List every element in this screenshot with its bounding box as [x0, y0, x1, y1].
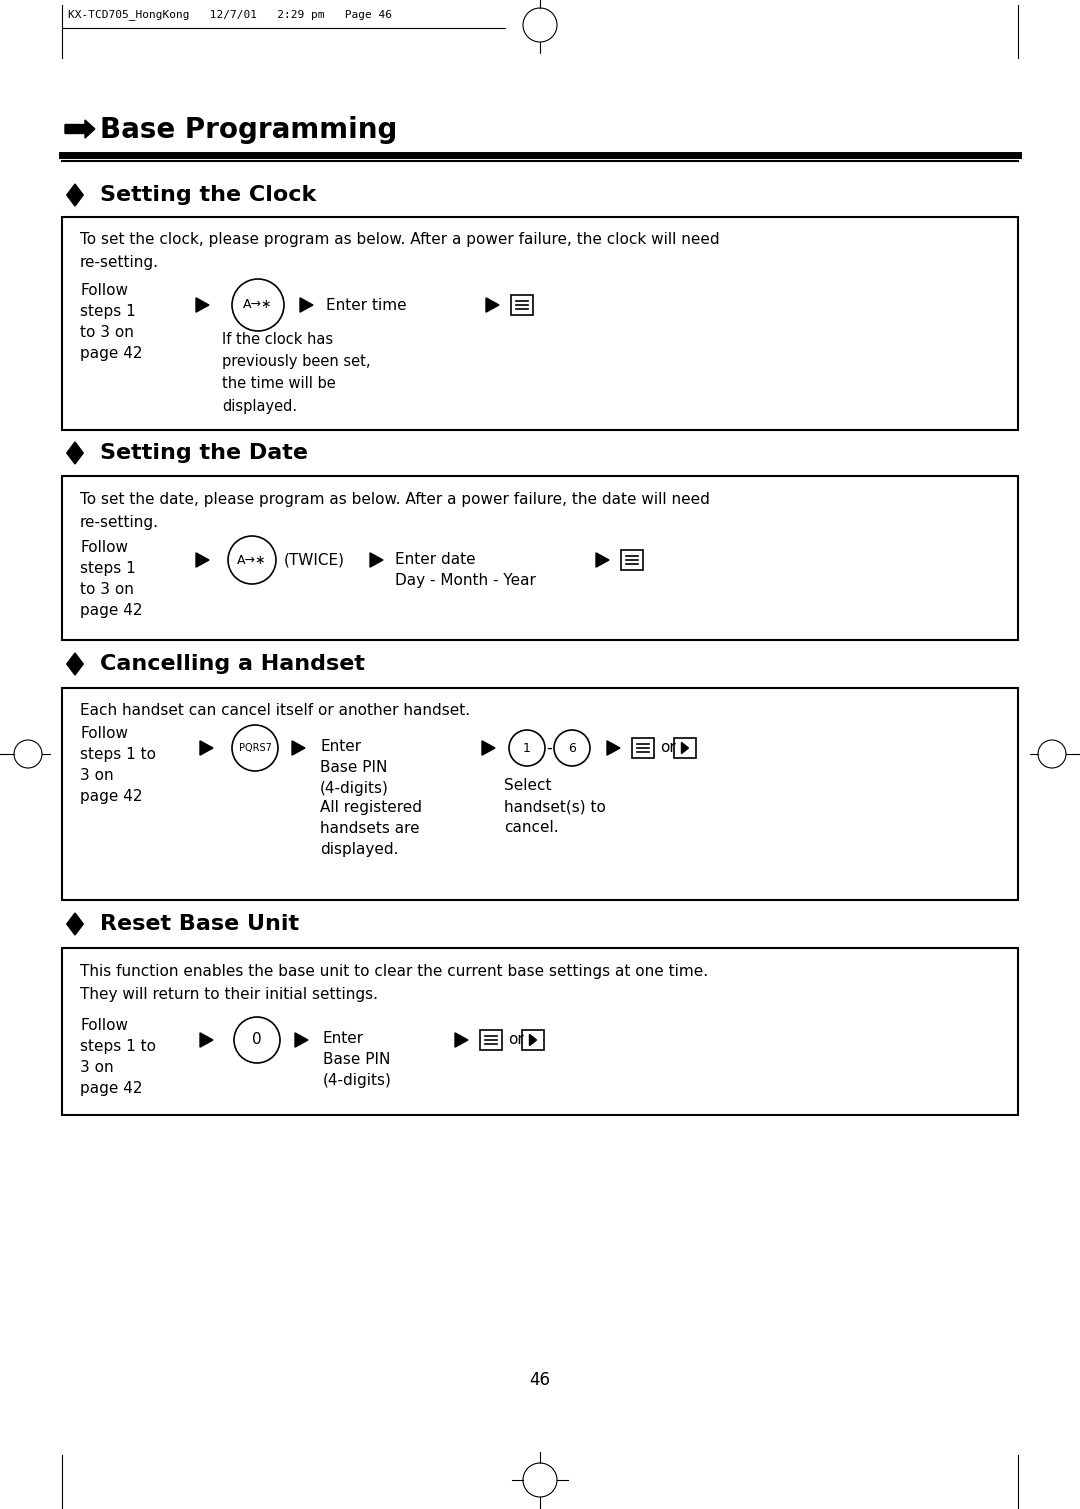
- Text: Cancelling a Handset: Cancelling a Handset: [100, 653, 365, 675]
- Polygon shape: [67, 653, 83, 675]
- Polygon shape: [200, 1032, 213, 1047]
- Text: Setting the Date: Setting the Date: [100, 444, 308, 463]
- Text: To set the clock, please program as below. After a power failure, the clock will: To set the clock, please program as belo…: [80, 232, 719, 247]
- Text: PQRS7: PQRS7: [239, 742, 271, 753]
- Polygon shape: [65, 121, 95, 137]
- Polygon shape: [67, 442, 83, 463]
- Bar: [621, 549, 643, 570]
- Text: Follow
steps 1 to
3 on
page 42: Follow steps 1 to 3 on page 42: [80, 726, 156, 804]
- Polygon shape: [295, 1032, 308, 1047]
- Text: KX-TCD705_HongKong   12/7/01   2:29 pm   Page 46: KX-TCD705_HongKong 12/7/01 2:29 pm Page …: [68, 9, 392, 20]
- Polygon shape: [67, 913, 83, 936]
- Text: Base Programming: Base Programming: [100, 116, 397, 143]
- Bar: [62, 688, 1018, 899]
- Text: Follow
steps 1
to 3 on
page 42: Follow steps 1 to 3 on page 42: [80, 284, 143, 361]
- Text: Reset Base Unit: Reset Base Unit: [100, 914, 299, 934]
- Polygon shape: [681, 742, 689, 753]
- Polygon shape: [67, 184, 83, 207]
- Bar: [511, 294, 534, 315]
- Text: This function enables the base unit to clear the current base settings at one ti: This function enables the base unit to c…: [80, 964, 708, 979]
- Text: re-setting.: re-setting.: [80, 255, 159, 270]
- Polygon shape: [596, 552, 609, 567]
- Polygon shape: [455, 1032, 468, 1047]
- Bar: [62, 217, 1018, 430]
- Text: 6: 6: [568, 741, 576, 754]
- Text: 46: 46: [529, 1372, 551, 1388]
- Text: or: or: [508, 1032, 524, 1047]
- Polygon shape: [607, 741, 620, 754]
- Bar: [632, 738, 654, 758]
- Text: Follow
steps 1 to
3 on
page 42: Follow steps 1 to 3 on page 42: [80, 1019, 156, 1096]
- Polygon shape: [195, 552, 210, 567]
- Bar: [480, 1031, 502, 1050]
- Text: They will return to their initial settings.: They will return to their initial settin…: [80, 987, 378, 1002]
- Polygon shape: [529, 1034, 537, 1046]
- Polygon shape: [482, 741, 495, 754]
- Polygon shape: [300, 297, 313, 312]
- Text: or: or: [660, 741, 676, 756]
- Text: Follow
steps 1
to 3 on
page 42: Follow steps 1 to 3 on page 42: [80, 540, 143, 619]
- Bar: [674, 738, 696, 758]
- Polygon shape: [195, 297, 210, 312]
- Text: Enter
Base PIN
(4-digits): Enter Base PIN (4-digits): [323, 1031, 392, 1088]
- Bar: [62, 475, 1018, 640]
- Text: A→∗: A→∗: [243, 299, 273, 311]
- Text: 0: 0: [253, 1032, 261, 1047]
- Text: A→∗: A→∗: [238, 554, 267, 566]
- Text: (TWICE): (TWICE): [284, 552, 345, 567]
- Text: -: -: [546, 739, 552, 758]
- Text: Enter
Base PIN
(4-digits): Enter Base PIN (4-digits): [320, 739, 389, 797]
- Text: 1: 1: [523, 741, 531, 754]
- Text: To set the date, please program as below. After a power failure, the date will n: To set the date, please program as below…: [80, 492, 710, 507]
- Polygon shape: [486, 297, 499, 312]
- Bar: [62, 948, 1018, 1115]
- Polygon shape: [370, 552, 383, 567]
- Text: If the clock has
previously been set,
the time will be
displayed.: If the clock has previously been set, th…: [222, 332, 370, 413]
- Text: Select
handset(s) to
cancel.: Select handset(s) to cancel.: [504, 779, 606, 834]
- Text: All registered
handsets are
displayed.: All registered handsets are displayed.: [320, 800, 422, 857]
- Bar: [522, 1031, 544, 1050]
- Text: Enter time: Enter time: [326, 297, 407, 312]
- Text: Each handset can cancel itself or another handset.: Each handset can cancel itself or anothe…: [80, 703, 470, 718]
- Text: re-setting.: re-setting.: [80, 515, 159, 530]
- Polygon shape: [200, 741, 213, 754]
- Polygon shape: [292, 741, 305, 754]
- Text: Setting the Clock: Setting the Clock: [100, 186, 316, 205]
- Text: Enter date
Day - Month - Year: Enter date Day - Month - Year: [395, 552, 536, 589]
